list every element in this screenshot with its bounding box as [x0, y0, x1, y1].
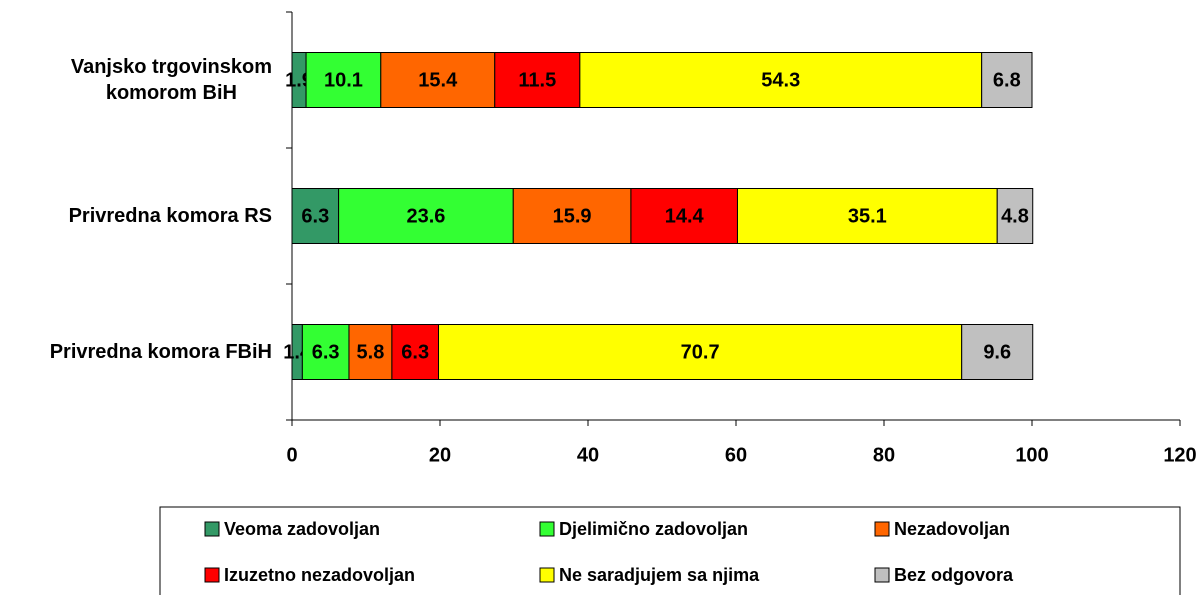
bar-segment — [301, 324, 350, 380]
data-label: 9.6 — [983, 341, 1011, 363]
legend-label: Djelimično zadovoljan — [559, 519, 748, 539]
bar-segment — [391, 324, 440, 380]
x-tick-label: 60 — [725, 444, 747, 466]
bar-segment — [438, 324, 963, 380]
data-label: 5.8 — [357, 341, 385, 363]
category-label: Privredna komora FBiH — [49, 341, 272, 363]
legend-label: Veoma zadovoljan — [224, 519, 380, 539]
data-label: 70.7 — [681, 341, 720, 363]
legend-label: Izuzetno nezadovoljan — [224, 565, 415, 585]
x-tick-label: 40 — [577, 444, 599, 466]
legend-swatch — [874, 521, 890, 537]
legend-swatch — [204, 567, 220, 583]
bar-segment — [305, 52, 382, 108]
x-tick-label: 100 — [1015, 444, 1048, 466]
category-label: Vanjsko trgovinskom komorom BiH — [70, 56, 272, 104]
data-label: 6.3 — [312, 341, 340, 363]
legend-label: Ne saradjujem sa njima — [559, 565, 760, 585]
legend-swatch — [204, 521, 220, 537]
bar-segment — [291, 188, 340, 244]
data-label: 4.8 — [1001, 205, 1029, 227]
x-tick-label: 20 — [429, 444, 451, 466]
bar-segment — [961, 324, 1034, 380]
data-label: 14.4 — [665, 205, 705, 227]
x-tick-label: 0 — [286, 444, 297, 466]
data-label: 6.3 — [301, 205, 329, 227]
data-label: 54.3 — [761, 69, 800, 91]
data-label: 10.1 — [324, 69, 363, 91]
data-label: 15.4 — [418, 69, 458, 91]
category-label: Privredna komora RS — [68, 205, 272, 227]
bar-segment — [380, 52, 496, 108]
legend-label: Bez odgovora — [894, 565, 1014, 585]
data-label: 35.1 — [848, 205, 887, 227]
data-label: 6.8 — [993, 69, 1021, 91]
bar-segment — [579, 52, 983, 108]
x-tick-label: 80 — [873, 444, 895, 466]
bar-segment — [981, 52, 1033, 108]
data-label: 23.6 — [406, 205, 445, 227]
legend-swatch — [874, 567, 890, 583]
bar-segment — [996, 188, 1034, 244]
legend-swatch — [539, 521, 555, 537]
data-label: 6.3 — [401, 341, 429, 363]
legend-label: Nezadovoljan — [894, 519, 1010, 539]
bar-segment — [512, 188, 632, 244]
bar-segment — [736, 188, 998, 244]
data-label: 11.5 — [518, 69, 556, 91]
legend-box — [159, 506, 1181, 595]
x-tick-label: 120 — [1163, 444, 1196, 466]
data-label: 15.9 — [553, 205, 592, 227]
legend-swatch — [539, 567, 555, 583]
bar-segment — [338, 188, 514, 244]
